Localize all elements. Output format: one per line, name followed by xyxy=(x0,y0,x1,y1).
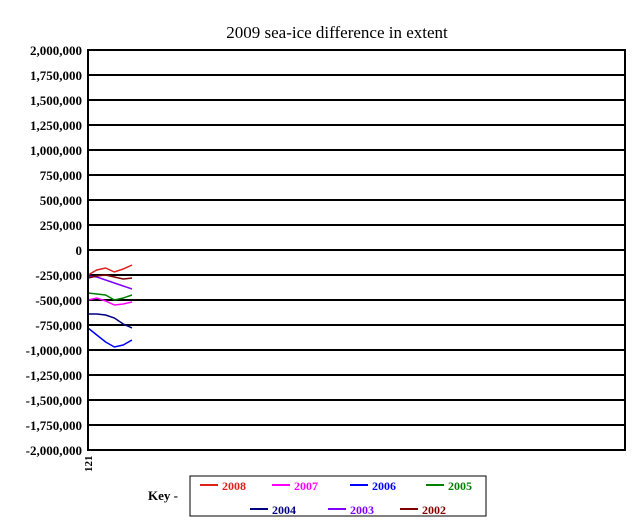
legend-label-2005: 2005 xyxy=(448,479,472,493)
legend-title: Key - xyxy=(148,488,178,503)
series-line-2008 xyxy=(87,264,133,276)
legend-box xyxy=(189,475,487,517)
y-tick-label: 1,500,000 xyxy=(30,93,82,108)
y-tick-label: -500,000 xyxy=(35,293,82,308)
legend-label-2002: 2002 xyxy=(422,503,446,517)
series-line-2003 xyxy=(87,275,133,290)
y-tick-label: 1,750,000 xyxy=(30,68,82,83)
y-tick-label: -1,250,000 xyxy=(26,368,82,383)
legend-label-2006: 2006 xyxy=(372,479,396,493)
series-lines xyxy=(87,264,133,348)
chart-title: 2009 sea-ice difference in extent xyxy=(226,23,448,42)
y-tick-label: -750,000 xyxy=(35,318,82,333)
y-tick-label: -1,000,000 xyxy=(26,343,82,358)
legend-label-2003: 2003 xyxy=(350,503,374,517)
y-tick-label: 750,000 xyxy=(40,168,82,183)
series-line-2006 xyxy=(87,327,133,348)
series-line-2004 xyxy=(88,313,133,329)
y-tick-label: -1,750,000 xyxy=(26,418,82,433)
plot-frame xyxy=(87,49,626,451)
series-line-2007 xyxy=(87,297,133,306)
series-line-2005 xyxy=(87,292,133,301)
legend-label-2007: 2007 xyxy=(294,479,318,493)
legend: 2008 2007 2006 2005 2004 2003 2002 xyxy=(200,479,472,517)
y-tick-label: 2,000,000 xyxy=(30,43,82,58)
series-line-2002 xyxy=(87,274,133,280)
legend-label-2004: 2004 xyxy=(272,503,296,517)
y-tick-label: 1,250,000 xyxy=(30,118,82,133)
y-tick-label: -2,000,000 xyxy=(26,443,82,458)
gridlines xyxy=(88,49,625,451)
y-axis-ticks: 2,000,000 1,750,000 1,500,000 1,250,000 1,00… xyxy=(26,43,82,458)
x-axis-ticks: 121 xyxy=(83,456,95,473)
x-tick-label: 121 xyxy=(83,456,95,473)
y-tick-label: 0 xyxy=(76,243,83,258)
y-tick-label: -1,500,000 xyxy=(26,393,82,408)
y-tick-label: 500,000 xyxy=(40,193,82,208)
y-tick-label: -250,000 xyxy=(35,268,82,283)
y-tick-label: 1,000,000 xyxy=(30,143,82,158)
legend-label-2008: 2008 xyxy=(222,479,246,493)
y-tick-label: 250,000 xyxy=(40,218,82,233)
